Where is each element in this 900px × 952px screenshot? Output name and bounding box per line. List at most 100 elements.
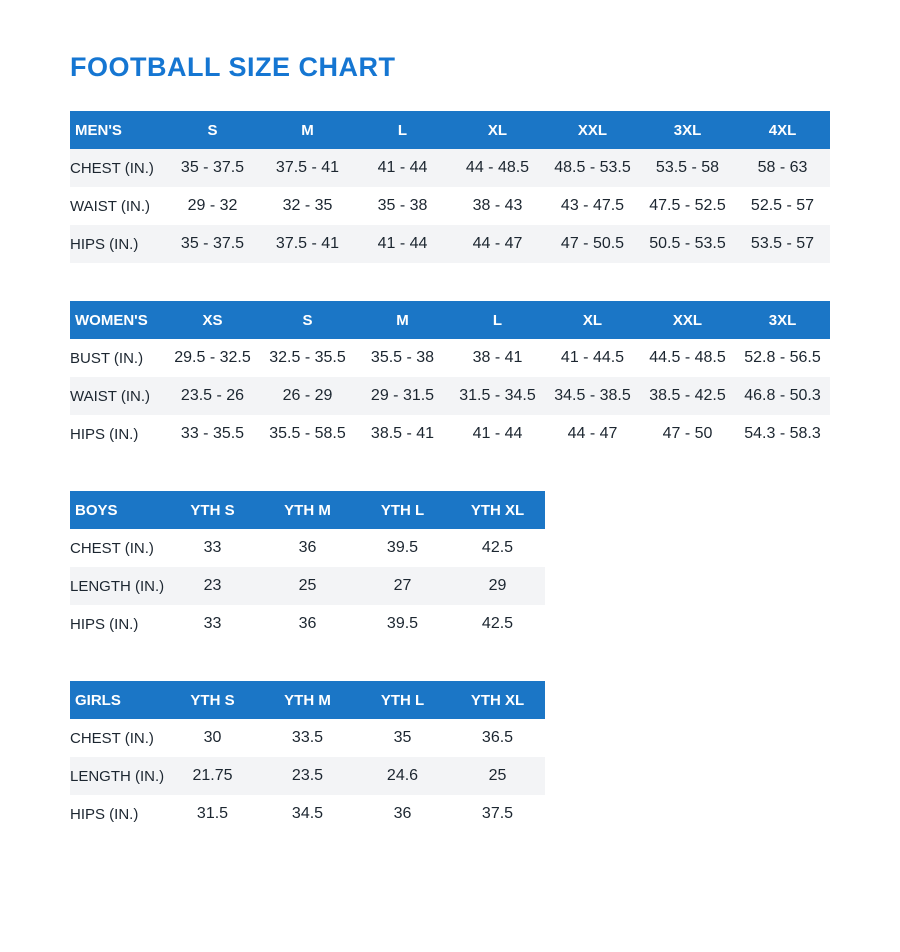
size-value: 41 - 44 <box>355 225 450 263</box>
size-value: 23.5 - 26 <box>165 377 260 415</box>
size-value: 38 - 41 <box>472 349 523 366</box>
size-value: 47 - 50 <box>662 425 713 442</box>
size-value: 23 <box>165 567 260 605</box>
size-value: 36 <box>393 805 412 822</box>
size-value: 39.5 <box>386 615 419 632</box>
size-value: 24.6 <box>355 757 450 795</box>
size-value: 35 - 38 <box>377 197 428 214</box>
column-header-l: L <box>355 111 450 149</box>
table-header-row: BOYS YTH S YTH M YTH L YTH XL <box>70 491 545 529</box>
size-value: 31.5 - 34.5 <box>450 377 545 415</box>
table-row-hips-in: HIPS (IN.) 31.5 34.5 36 37.5 <box>70 795 545 833</box>
table-row-chest-in: CHEST (IN.) 35 - 37.5 37.5 - 41 41 - 44 44 -… <box>70 149 830 187</box>
size-value: 21.75 <box>165 757 260 795</box>
table-title-girls: GIRLS <box>70 681 165 719</box>
table-row-hips-in: HIPS (IN.) 33 36 39.5 42.5 <box>70 605 545 643</box>
size-value: 58 - 63 <box>735 149 830 187</box>
size-value: 47 - 50.5 <box>545 225 640 263</box>
column-header-yth-l: YTH L <box>355 491 450 529</box>
table-title-men-s: MEN'S <box>70 111 165 149</box>
size-table-girls: GIRLS YTH S YTH M YTH L YTH XL CHEST (IN.) 30 3… <box>70 681 545 833</box>
size-value: 35 - 37.5 <box>165 225 260 263</box>
size-value: 35 - 37.5 <box>165 149 260 187</box>
table-row-waist-in: WAIST (IN.) 29 - 32 32 - 35 35 - 38 38 - 43 4… <box>70 187 830 225</box>
column-header-yth-xl: YTH XL <box>450 491 545 529</box>
size-value: 42.5 <box>481 539 514 556</box>
size-value: 33.5 <box>291 729 324 746</box>
size-value: 34.5 <box>291 805 324 822</box>
column-header-s: S <box>165 111 260 149</box>
row-label: LENGTH (IN.) <box>70 757 165 795</box>
size-value: 38 - 43 <box>472 197 523 214</box>
table-row-chest-in: CHEST (IN.) 30 33.5 35 36.5 <box>70 719 545 757</box>
size-value: 38.5 - 42.5 <box>640 377 735 415</box>
size-value: 33 - 35.5 <box>180 425 245 442</box>
size-value: 34.5 - 38.5 <box>545 377 640 415</box>
column-header-m: M <box>355 301 450 339</box>
size-value: 52.8 - 56.5 <box>744 349 821 366</box>
table-row-bust-in: BUST (IN.) 29.5 - 32.5 32.5 - 35.5 35.5 - 3… <box>70 339 830 377</box>
size-table-women-s: WOMEN'S XS S M L XL XXL 3XL BUST (IN.) 29.5 - 32.… <box>70 301 830 453</box>
size-table-boys: BOYS YTH S YTH M YTH L YTH XL CHEST (IN.) 33 36… <box>70 491 545 643</box>
size-value: 31.5 <box>196 805 229 822</box>
table-row-hips-in: HIPS (IN.) 33 - 35.5 35.5 - 58.5 38.5 - 41 4… <box>70 415 830 453</box>
row-label: HIPS (IN.) <box>70 225 165 263</box>
size-table-men-s: MEN'S S M L XL XXL 3XL 4XL CHEST (IN.) 35 - 37.5 3… <box>70 111 830 263</box>
size-value: 44 - 47 <box>450 225 545 263</box>
column-header-yth-xl: YTH XL <box>450 681 545 719</box>
size-value: 42.5 <box>481 615 514 632</box>
size-value: 35 <box>393 729 412 746</box>
size-value: 50.5 - 53.5 <box>640 225 735 263</box>
table-title-boys: BOYS <box>70 491 165 529</box>
page-title: FOOTBALL SIZE CHART <box>70 52 396 82</box>
column-header-xxl: XXL <box>545 111 640 149</box>
column-header-yth-m: YTH M <box>260 491 355 529</box>
size-value: 38.5 - 41 <box>370 425 435 442</box>
row-label: CHEST (IN.) <box>70 149 165 187</box>
size-value: 37.5 - 41 <box>260 225 355 263</box>
column-header-yth-s: YTH S <box>165 491 260 529</box>
table-row-chest-in: CHEST (IN.) 33 36 39.5 42.5 <box>70 529 545 567</box>
size-value: 32 - 35 <box>282 197 333 214</box>
tables-container: MEN'S S M L XL XXL 3XL 4XL CHEST (IN.) 35 - 37.5 3… <box>70 111 900 833</box>
column-header-l: L <box>450 301 545 339</box>
row-label: CHEST (IN.) <box>70 729 154 747</box>
size-value: 27 <box>355 567 450 605</box>
size-value: 41 - 44 <box>472 425 523 442</box>
size-value: 29 - 32 <box>187 197 238 214</box>
column-header-s: S <box>260 301 355 339</box>
column-header-yth-l: YTH L <box>355 681 450 719</box>
column-header-yth-s: YTH S <box>165 681 260 719</box>
size-value: 53.5 - 57 <box>735 225 830 263</box>
size-value: 44.5 - 48.5 <box>649 349 726 366</box>
size-value: 41 - 44 <box>355 149 450 187</box>
size-value: 43 - 47.5 <box>560 197 625 214</box>
row-label: HIPS (IN.) <box>70 805 139 823</box>
size-value: 29 - 31.5 <box>355 377 450 415</box>
size-value: 36 <box>298 539 317 556</box>
column-header-xs: XS <box>165 301 260 339</box>
size-value: 37.5 - 41 <box>260 149 355 187</box>
size-value: 25 <box>450 757 545 795</box>
table-header-row: GIRLS YTH S YTH M YTH L YTH XL <box>70 681 545 719</box>
size-value: 44 - 48.5 <box>450 149 545 187</box>
column-header-xxl: XXL <box>640 301 735 339</box>
column-header-m: M <box>260 111 355 149</box>
row-label: HIPS (IN.) <box>70 425 139 443</box>
size-value: 35.5 - 58.5 <box>269 425 346 442</box>
size-value: 29 <box>450 567 545 605</box>
size-value: 23.5 <box>260 757 355 795</box>
row-label: WAIST (IN.) <box>70 197 150 215</box>
size-value: 36 <box>298 615 317 632</box>
column-header-3xl: 3XL <box>640 111 735 149</box>
size-value: 33 <box>203 539 222 556</box>
size-value: 36.5 <box>481 729 514 746</box>
size-value: 41 - 44.5 <box>560 349 625 366</box>
column-header-xl: XL <box>545 301 640 339</box>
table-header-row: MEN'S S M L XL XXL 3XL 4XL <box>70 111 830 149</box>
size-value: 32.5 - 35.5 <box>269 349 346 366</box>
size-value: 47.5 - 52.5 <box>649 197 726 214</box>
size-value: 33 <box>203 615 222 632</box>
size-value: 54.3 - 58.3 <box>744 425 821 442</box>
table-header-row: WOMEN'S XS S M L XL XXL 3XL <box>70 301 830 339</box>
